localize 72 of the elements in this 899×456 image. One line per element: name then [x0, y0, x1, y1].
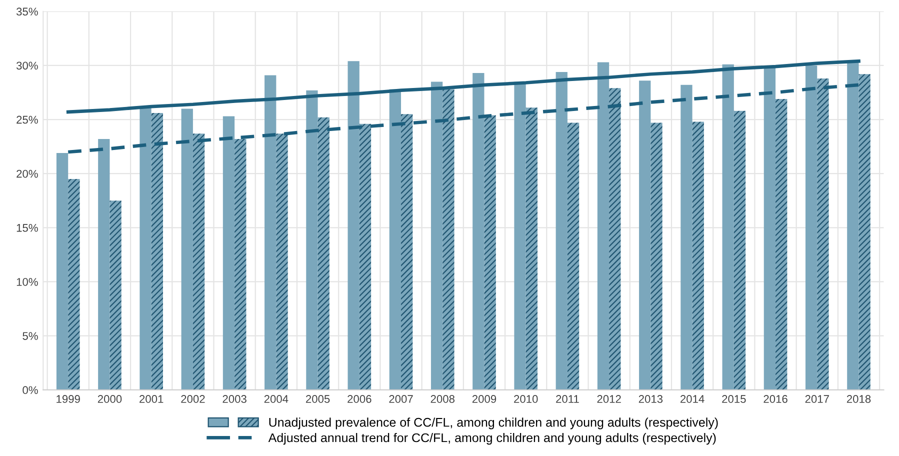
bar: [597, 62, 610, 390]
bar: [817, 78, 829, 390]
x-tick-label: 2011: [556, 395, 579, 403]
x-tick-label: 2018: [846, 395, 871, 403]
legend-label: Adjusted annual trend for CC/FL, among children and young adults (respectively): [268, 432, 716, 445]
bar: [56, 153, 68, 390]
y-tick-label: 25%: [16, 116, 38, 124]
bar: [276, 134, 288, 390]
bar: [140, 108, 152, 390]
bar: [692, 122, 704, 390]
bar: [98, 139, 110, 390]
x-tick-label: 2005: [306, 395, 330, 403]
bar: [359, 124, 372, 390]
bar: [858, 74, 870, 390]
bar: [556, 72, 568, 390]
bar: [430, 82, 443, 390]
x-tick-label: 2010: [514, 395, 538, 403]
line-series: [66, 83, 860, 154]
x-tick-label: 2002: [181, 395, 205, 403]
x-tick-label: 2015: [722, 395, 746, 403]
y-tick-label: 20%: [16, 170, 38, 178]
y-tick-label: 5%: [22, 332, 38, 340]
bar: [389, 89, 402, 390]
bar: [776, 98, 788, 390]
bar: [734, 110, 746, 390]
x-tick-label: 2014: [680, 395, 704, 403]
bar: [722, 64, 734, 390]
x-tick-label: 2003: [222, 395, 246, 403]
bar: [264, 75, 276, 390]
x-tick-label: 2009: [472, 395, 496, 403]
bar: [567, 122, 580, 390]
bar: [234, 139, 246, 390]
x-tick-label: 2001: [140, 395, 164, 403]
x-tick-label: 2016: [764, 395, 788, 403]
bar: [764, 68, 776, 390]
x-tick-label: 2012: [597, 395, 621, 403]
y-tick-label: 0%: [22, 386, 38, 394]
bar: [401, 114, 413, 390]
bar: [442, 89, 454, 390]
bar: [639, 80, 651, 390]
bar: [222, 116, 235, 390]
x-tick-label: 2008: [430, 395, 455, 403]
x-tick-label: 2017: [805, 395, 829, 403]
bar: [110, 200, 122, 390]
bar: [348, 61, 360, 390]
bar: [609, 88, 621, 390]
bar: [805, 65, 818, 390]
bar: [680, 84, 692, 390]
bar: [472, 73, 484, 390]
x-tick-label: 2004: [264, 395, 288, 403]
bar: [650, 122, 662, 390]
bar: [192, 134, 205, 390]
line-series: [66, 59, 860, 114]
y-tick-label: 10%: [16, 278, 38, 286]
bar: [514, 82, 526, 390]
y-tick-label: 35%: [16, 8, 38, 16]
bar: [68, 179, 80, 390]
bar: [151, 113, 163, 390]
x-tick-label: 2000: [98, 395, 122, 403]
bar: [181, 108, 193, 390]
x-tick-label: 2006: [348, 395, 372, 403]
bar: [306, 90, 318, 390]
bar: [318, 117, 330, 390]
bar: [847, 61, 859, 390]
bar: [526, 108, 538, 390]
text: Unadjusted prevalence of CC/FL, among children and young adults (respectively): [269, 418, 718, 430]
y-tick-label: 30%: [16, 62, 38, 70]
y-tick-label: 15%: [16, 224, 38, 232]
bar: [484, 115, 496, 390]
x-tick-label: 2013: [638, 395, 663, 403]
x-tick-label: 1999: [56, 395, 80, 403]
x-tick-label: 2007: [389, 395, 413, 403]
